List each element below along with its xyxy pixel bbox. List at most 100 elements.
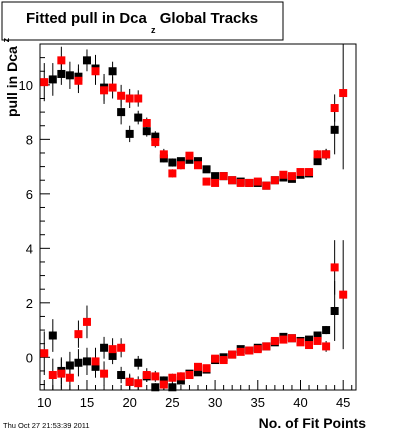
x-tick-label: 10 [37,395,51,410]
data-point [151,138,160,147]
data-point [287,334,296,343]
data-point [48,75,57,84]
data-point [125,129,134,138]
data-point [185,371,194,380]
data-point [194,161,202,170]
data-point [313,331,322,340]
y-tick-label: 4 [26,241,33,256]
data-point [159,150,168,159]
data-point [176,161,185,170]
data-point [57,56,66,65]
data-point [194,362,202,371]
data-point [305,341,314,350]
data-point [134,113,143,122]
data-point [91,357,100,366]
data-point [151,383,160,392]
data-point [168,383,177,392]
y-tick-label: 8 [26,132,33,147]
data-point [262,181,271,190]
data-point [65,373,74,382]
data-point [125,377,134,386]
data-point [168,169,177,178]
chart-title-main: Fitted pull in Dca [26,10,147,27]
data-point [279,170,288,179]
x-tick-label: 15 [80,395,94,410]
data-point [40,349,49,358]
chart-title: Fitted pull in Dca z Global Tracks [26,10,258,37]
data-point [142,127,151,136]
data-point [40,78,49,87]
x-tick-label: 20 [122,395,136,410]
x-tick-label: 45 [336,395,350,410]
data-point [262,342,271,351]
x-tick-label: 25 [165,395,179,410]
data-point [134,358,143,367]
data-point [322,150,331,159]
x-tick-label: 30 [208,395,222,410]
data-point [142,371,151,380]
data-point [211,178,220,187]
data-point [117,91,126,100]
data-point [48,331,57,340]
data-point [168,158,177,167]
x-axis-label: No. of Fit Points [259,415,367,431]
data-point [117,108,126,117]
timestamp: Thu Oct 27 21:53:39 2011 [3,421,90,430]
data-point [48,371,57,380]
data-point [305,168,314,177]
y-tick-label: 2 [26,296,33,311]
data-point [91,67,100,76]
data-point [82,56,91,65]
data-point [134,379,143,388]
x-tick-label: 35 [251,395,265,410]
data-point [185,151,194,160]
y-tick-label: 0 [26,350,33,365]
data-point [117,371,126,380]
data-point [74,358,83,367]
data-point [125,94,134,103]
data-point [330,263,339,272]
data-point [202,177,211,186]
data-point [108,345,117,354]
data-point [253,345,262,354]
data-point [236,347,245,356]
data-point [142,119,151,128]
data-point [296,338,305,347]
data-point [339,290,348,299]
data-point [313,157,322,166]
chart-title-suffix: Global Tracks [160,10,258,27]
data-point [202,364,211,373]
data-point [305,335,314,344]
data-point [287,172,296,181]
data-point [296,168,305,177]
data-point [100,343,109,352]
data-point [74,330,83,339]
x-tick-label: 40 [293,395,307,410]
title-frame [1,1,284,41]
data-point [194,368,202,377]
data-point [74,76,83,85]
data-point [211,172,220,181]
data-point [168,373,177,382]
data-point [219,172,228,181]
data-point [100,369,109,378]
data-point [270,176,279,185]
data-point [279,335,288,344]
data-point [322,342,331,351]
data-point [82,317,91,326]
data-point [253,177,262,186]
axis-ticks: 10 15 20 25 30 35 40 45 0 2 4 6 8 10 [19,43,353,410]
data-point [219,356,228,365]
data-point [159,380,168,389]
chart-title-subscript: z [151,25,156,35]
y-axis-label: pull in Dca z [1,37,20,117]
data-point [270,336,279,345]
data-point [82,357,91,366]
data-point [330,125,339,134]
y-tick-label: 6 [26,187,33,202]
data-point [245,178,254,187]
data-point [236,178,245,187]
data-points [40,44,348,392]
data-point [134,94,143,103]
